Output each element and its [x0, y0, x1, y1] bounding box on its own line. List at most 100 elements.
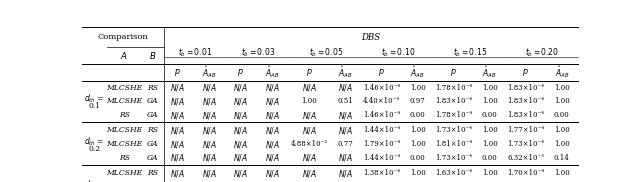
Text: Comparison: Comparison — [98, 33, 148, 41]
Text: $N/A$: $N/A$ — [302, 168, 317, 179]
Text: $N/A$: $N/A$ — [170, 82, 185, 93]
Text: 1.00: 1.00 — [410, 84, 426, 92]
Text: $N/A$: $N/A$ — [233, 82, 248, 93]
Text: $t_b=0.01$: $t_b=0.01$ — [178, 47, 212, 59]
Text: $N/A$: $N/A$ — [338, 125, 353, 136]
Text: 0.00: 0.00 — [482, 154, 497, 162]
Text: 1.38×10⁻⁴: 1.38×10⁻⁴ — [363, 169, 400, 177]
Text: RS: RS — [147, 126, 159, 134]
Text: $t_b=0.15$: $t_b=0.15$ — [453, 47, 488, 59]
Text: MLCSHE: MLCSHE — [106, 97, 143, 105]
Text: 0.00: 0.00 — [482, 111, 497, 119]
Text: $\hat{A}_{AB}$: $\hat{A}_{AB}$ — [483, 64, 497, 80]
Text: $N/A$: $N/A$ — [202, 139, 216, 150]
Text: 1.00: 1.00 — [482, 169, 497, 177]
Text: 1.00: 1.00 — [554, 84, 570, 92]
Text: 1.78×10⁻⁴: 1.78×10⁻⁴ — [435, 111, 472, 119]
Text: 0.00: 0.00 — [410, 111, 426, 119]
Text: $t_b=0.03$: $t_b=0.03$ — [241, 47, 275, 59]
Text: 1.00: 1.00 — [482, 97, 497, 105]
Text: $N/A$: $N/A$ — [264, 82, 280, 93]
Text: 0.2: 0.2 — [88, 145, 100, 153]
Text: $N/A$: $N/A$ — [202, 82, 216, 93]
Text: $\hat{A}_{AB}$: $\hat{A}_{AB}$ — [338, 64, 353, 80]
Text: RS: RS — [119, 111, 130, 119]
Text: 0.51: 0.51 — [337, 97, 353, 105]
Text: 0.00: 0.00 — [410, 154, 426, 162]
Text: $p$: $p$ — [174, 67, 181, 78]
Text: $\hat{A}_{AB}$: $\hat{A}_{AB}$ — [410, 64, 425, 80]
Text: $p$: $p$ — [378, 67, 385, 78]
Text: $N/A$: $N/A$ — [202, 168, 216, 179]
Text: 1.73×10⁻⁴: 1.73×10⁻⁴ — [435, 154, 472, 162]
Text: 1.70×10⁻⁴: 1.70×10⁻⁴ — [508, 169, 545, 177]
Text: $N/A$: $N/A$ — [170, 110, 185, 120]
Text: GA: GA — [147, 154, 159, 162]
Text: $N/A$: $N/A$ — [202, 125, 216, 136]
Text: 1.81×10⁻⁴: 1.81×10⁻⁴ — [435, 140, 472, 148]
Text: 1.00: 1.00 — [482, 126, 497, 134]
Text: 1.00: 1.00 — [301, 97, 317, 105]
Text: $N/A$: $N/A$ — [233, 168, 248, 179]
Text: 1.00: 1.00 — [482, 140, 497, 148]
Text: 1.00: 1.00 — [554, 169, 570, 177]
Text: MLCSHE: MLCSHE — [106, 140, 143, 148]
Text: $N/A$: $N/A$ — [264, 110, 280, 120]
Text: $N/A$: $N/A$ — [233, 139, 248, 150]
Text: $N/A$: $N/A$ — [338, 152, 353, 163]
Text: 1.73×10⁻⁴: 1.73×10⁻⁴ — [435, 126, 472, 134]
Text: $N/A$: $N/A$ — [170, 139, 185, 150]
Text: 0.14: 0.14 — [554, 154, 570, 162]
Text: $B$: $B$ — [149, 50, 157, 61]
Text: MLCSHE: MLCSHE — [106, 169, 143, 177]
Text: $N/A$: $N/A$ — [338, 168, 353, 179]
Text: $N/A$: $N/A$ — [338, 82, 353, 93]
Text: RS: RS — [147, 84, 159, 92]
Text: 1.73×10⁻⁴: 1.73×10⁻⁴ — [508, 140, 544, 148]
Text: $N/A$: $N/A$ — [302, 152, 317, 163]
Text: $N/A$: $N/A$ — [302, 82, 317, 93]
Text: 1.00: 1.00 — [410, 169, 426, 177]
Text: $t_b=0.20$: $t_b=0.20$ — [525, 47, 559, 59]
Text: 1.77×10⁻⁴: 1.77×10⁻⁴ — [508, 126, 545, 134]
Text: $t_b=0.05$: $t_b=0.05$ — [308, 47, 343, 59]
Text: 0.00: 0.00 — [554, 111, 570, 119]
Text: 4.40×10⁻⁴: 4.40×10⁻⁴ — [363, 97, 400, 105]
Text: $N/A$: $N/A$ — [170, 125, 185, 136]
Text: $p$: $p$ — [237, 67, 244, 78]
Text: 1.83×10⁻⁴: 1.83×10⁻⁴ — [508, 84, 544, 92]
Text: 0.1: 0.1 — [88, 102, 100, 110]
Text: 1.00: 1.00 — [410, 126, 426, 134]
Text: DBS: DBS — [362, 33, 381, 42]
Text: MLCSHE: MLCSHE — [106, 126, 143, 134]
Text: $A$: $A$ — [120, 50, 128, 61]
Text: $N/A$: $N/A$ — [264, 139, 280, 150]
Text: GA: GA — [147, 111, 159, 119]
Text: $\hat{A}_{AB}$: $\hat{A}_{AB}$ — [554, 64, 569, 80]
Text: 1.46×10⁻⁴: 1.46×10⁻⁴ — [363, 111, 400, 119]
Text: $\hat{A}_{AB}$: $\hat{A}_{AB}$ — [202, 64, 216, 80]
Text: RS: RS — [147, 169, 159, 177]
Text: $N/A$: $N/A$ — [202, 152, 216, 163]
Text: $N/A$: $N/A$ — [338, 110, 353, 120]
Text: 6.32×10⁻³: 6.32×10⁻³ — [508, 154, 544, 162]
Text: 1.46×10⁻⁴: 1.46×10⁻⁴ — [363, 84, 400, 92]
Text: $d_{th}$ =: $d_{th}$ = — [84, 93, 105, 106]
Text: $p$: $p$ — [306, 67, 313, 78]
Text: $N/A$: $N/A$ — [264, 152, 280, 163]
Text: $N/A$: $N/A$ — [233, 125, 248, 136]
Text: $N/A$: $N/A$ — [233, 152, 248, 163]
Text: 1.83×10⁻⁴: 1.83×10⁻⁴ — [508, 111, 544, 119]
Text: $t_b=0.10$: $t_b=0.10$ — [381, 47, 415, 59]
Text: $d_{th}$ =: $d_{th}$ = — [84, 179, 105, 182]
Text: $N/A$: $N/A$ — [264, 96, 280, 107]
Text: $N/A$: $N/A$ — [170, 96, 185, 107]
Text: 1.83×10⁻⁴: 1.83×10⁻⁴ — [435, 97, 472, 105]
Text: 0.97: 0.97 — [410, 97, 426, 105]
Text: GA: GA — [147, 140, 159, 148]
Text: 1.63×10⁻⁴: 1.63×10⁻⁴ — [435, 169, 472, 177]
Text: $N/A$: $N/A$ — [202, 110, 216, 120]
Text: 1.79×10⁻⁴: 1.79×10⁻⁴ — [363, 140, 400, 148]
Text: $N/A$: $N/A$ — [264, 168, 280, 179]
Text: RS: RS — [119, 154, 130, 162]
